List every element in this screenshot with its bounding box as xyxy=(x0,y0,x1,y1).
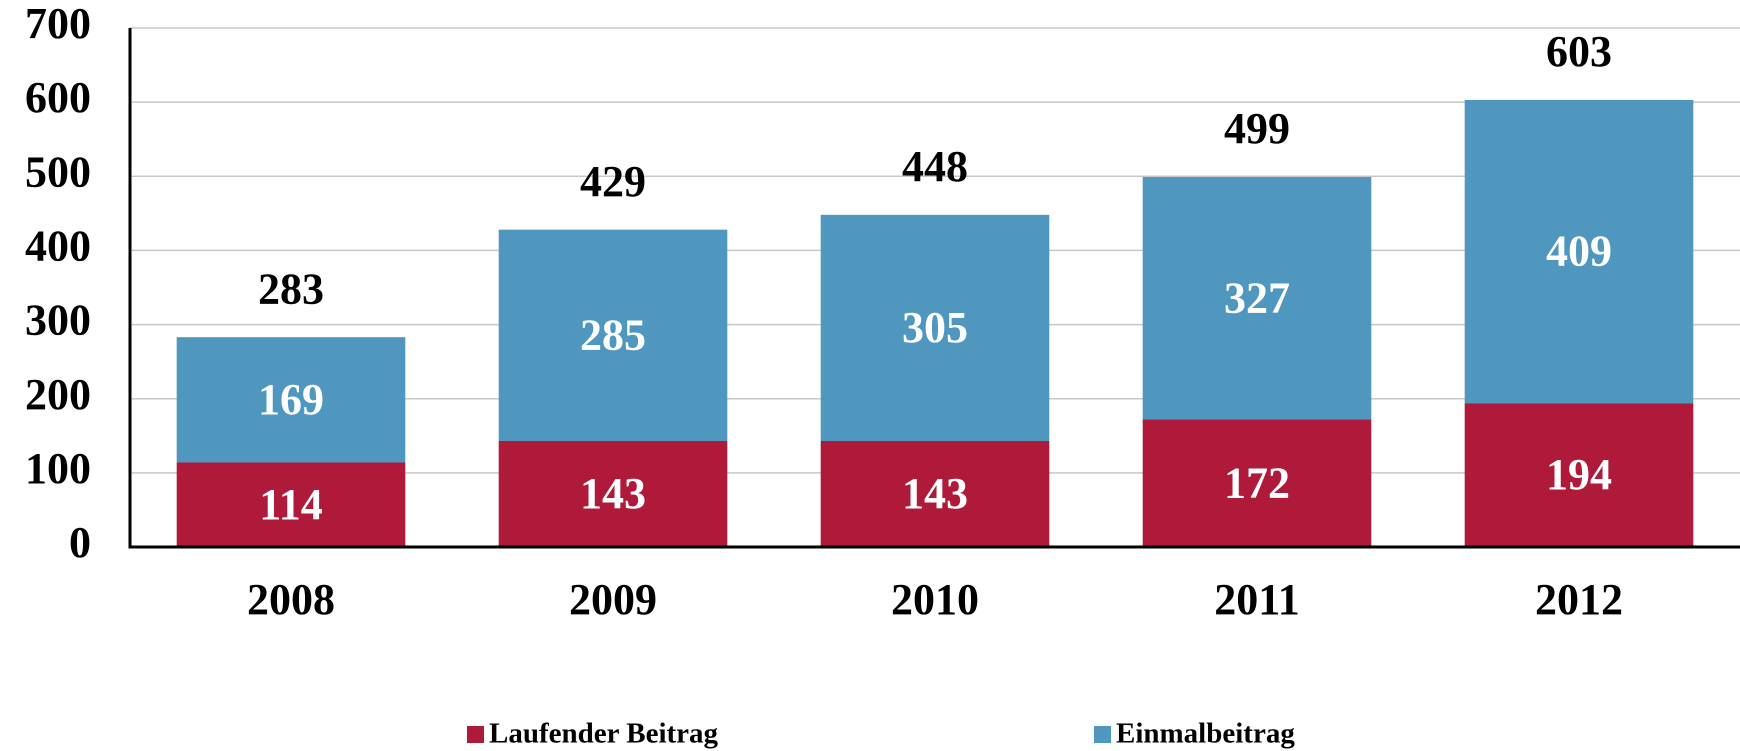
y-tick-label: 300 xyxy=(25,296,91,345)
legend-swatch xyxy=(467,726,484,743)
data-label: 172 xyxy=(1224,458,1290,507)
x-tick-label: 2009 xyxy=(569,575,657,624)
legend-label: Einmalbeitrag xyxy=(1116,718,1295,750)
bar-segment xyxy=(176,462,406,547)
data-label: 305 xyxy=(902,303,968,352)
data-label: 143 xyxy=(902,469,968,518)
data-label: 143 xyxy=(580,469,646,518)
total-label: 448 xyxy=(902,142,968,191)
x-tick-label: 2010 xyxy=(891,575,979,624)
bar-segment xyxy=(820,214,1050,441)
y-tick-label: 0 xyxy=(69,518,91,567)
total-label: 283 xyxy=(258,264,324,313)
x-tick-label: 2011 xyxy=(1214,575,1300,624)
data-label: 327 xyxy=(1224,273,1290,322)
bar-segment xyxy=(1142,177,1372,420)
x-tick-label: 2008 xyxy=(247,575,335,624)
bar-segment xyxy=(498,229,728,441)
y-tick-label: 600 xyxy=(25,73,91,122)
y-tick-label: 500 xyxy=(25,147,91,196)
y-tick-label: 200 xyxy=(25,370,91,419)
bar-segment xyxy=(176,337,406,463)
x-tick-label: 2012 xyxy=(1535,575,1623,624)
data-label: 169 xyxy=(258,375,324,424)
bar-segment xyxy=(1142,419,1372,547)
legend-swatch xyxy=(1094,726,1111,743)
bar-segment xyxy=(820,440,1050,547)
y-tick-label: 700 xyxy=(25,0,91,48)
data-label: 285 xyxy=(580,310,646,359)
y-tick-label: 100 xyxy=(25,444,91,493)
total-label: 499 xyxy=(1224,104,1290,153)
data-label: 114 xyxy=(259,480,323,529)
legend-label: Laufender Beitrag xyxy=(489,718,719,750)
total-label: 429 xyxy=(580,157,646,206)
bar-segment xyxy=(1464,403,1694,547)
data-label: 409 xyxy=(1546,227,1612,276)
bar-segment xyxy=(498,440,728,547)
bar-segment xyxy=(1464,99,1694,404)
total-label: 603 xyxy=(1546,27,1612,76)
data-label: 194 xyxy=(1546,450,1612,499)
y-tick-label: 400 xyxy=(25,222,91,271)
